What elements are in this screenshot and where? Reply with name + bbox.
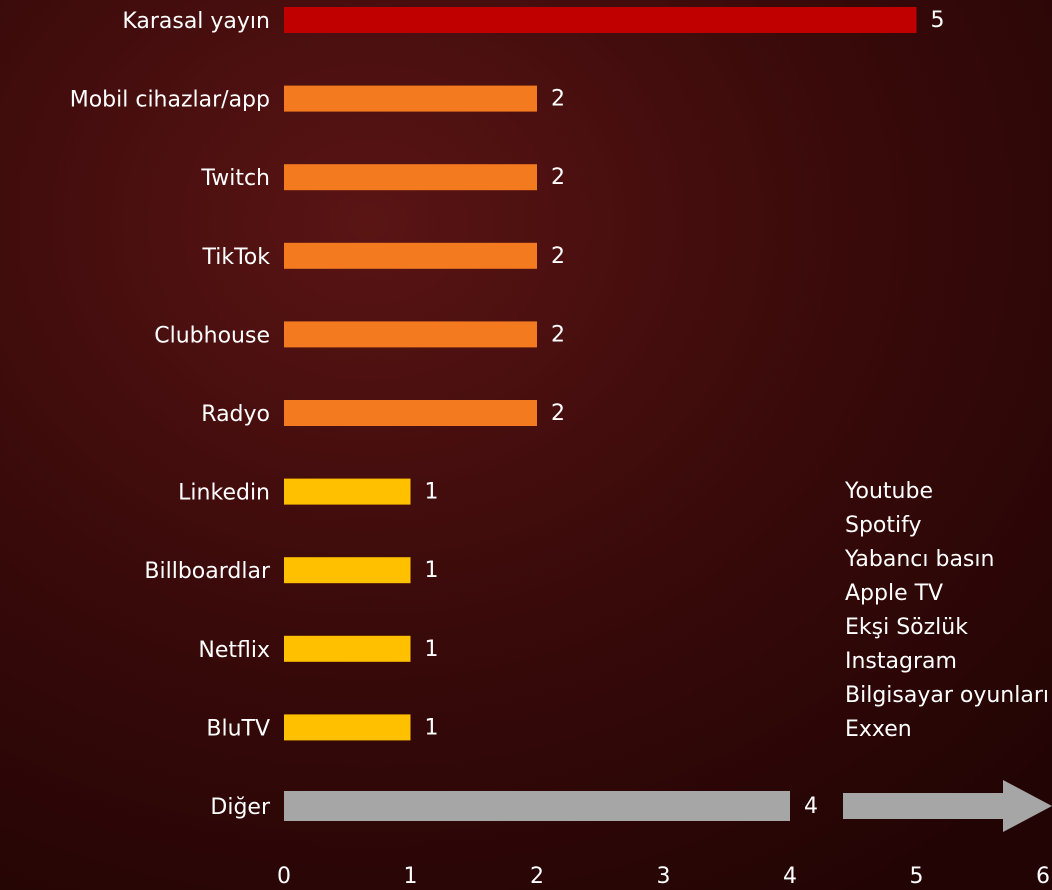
- bar: [284, 791, 790, 821]
- bar: [284, 164, 537, 191]
- y-tick-label: Diğer: [210, 795, 271, 820]
- value-label: 1: [425, 715, 439, 740]
- value-label: 1: [425, 480, 439, 505]
- bar: [284, 478, 411, 505]
- annotation: Spotify: [845, 513, 922, 538]
- annotation: Bilgisayar oyunları: [845, 683, 1049, 708]
- y-tick-label: BluTV: [206, 716, 270, 741]
- value-label: 2: [551, 244, 565, 269]
- annotation: Instagram: [845, 649, 957, 674]
- value-label: 1: [425, 558, 439, 583]
- bar: [284, 321, 537, 348]
- y-tick-label: Twitch: [200, 166, 270, 191]
- value-label: 2: [551, 401, 565, 426]
- annotation: Youtube: [844, 479, 933, 504]
- bar: [284, 714, 411, 741]
- x-tick-label: 4: [783, 864, 797, 889]
- annotation: Exxen: [845, 717, 912, 742]
- x-tick-label: 3: [657, 864, 671, 889]
- y-tick-label: Billboardlar: [144, 559, 271, 584]
- y-tick-label: Karasal yayın: [122, 9, 270, 34]
- x-tick-label: 0: [277, 864, 291, 889]
- value-label: 1: [425, 637, 439, 662]
- bar: [284, 400, 537, 426]
- value-label: 2: [551, 165, 565, 190]
- y-tick-label: Mobil cihazlar/app: [70, 88, 270, 113]
- annotation: Yabancı basın: [844, 547, 994, 572]
- bar: [284, 635, 411, 662]
- x-tick-label: 1: [404, 864, 418, 889]
- x-tick-label: 6: [1036, 864, 1050, 889]
- y-tick-label: Radyo: [201, 402, 270, 427]
- value-label: 4: [804, 794, 818, 819]
- arrow: [843, 780, 1052, 832]
- bar: [284, 242, 537, 269]
- value-label: 2: [551, 87, 565, 112]
- y-tick-label: Linkedin: [178, 481, 270, 506]
- x-tick-label: 5: [910, 864, 924, 889]
- y-tick-label: Netflix: [198, 638, 270, 663]
- bar: [284, 85, 537, 112]
- x-tick-label: 2: [530, 864, 544, 889]
- value-label: 5: [931, 8, 945, 33]
- y-tick-label: Clubhouse: [154, 323, 270, 348]
- value-label: 2: [551, 322, 565, 347]
- bar: [284, 7, 917, 33]
- annotation: Ekşi Sözlük: [845, 615, 968, 640]
- bar: [284, 557, 411, 584]
- annotation: Apple TV: [845, 581, 943, 606]
- y-tick-label: TikTok: [201, 245, 270, 270]
